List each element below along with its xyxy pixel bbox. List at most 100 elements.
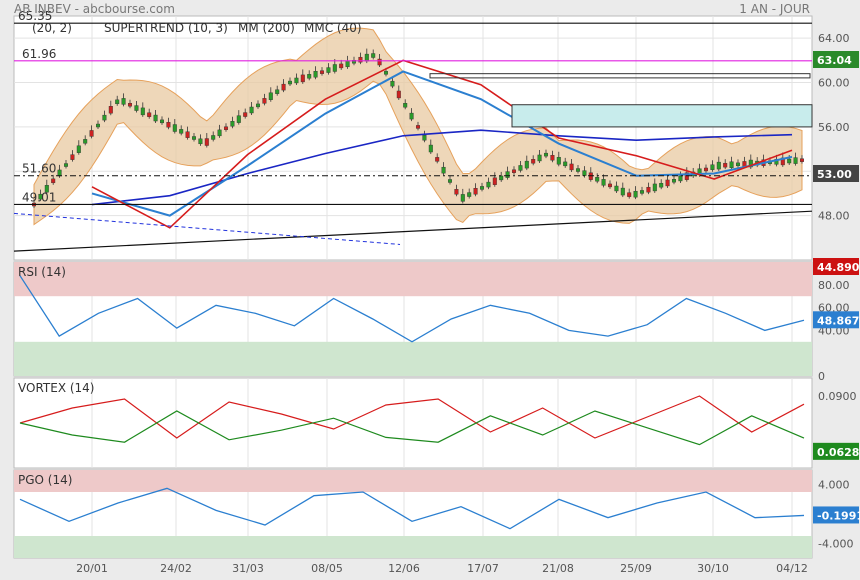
candle-body — [172, 124, 177, 132]
candle-body — [505, 171, 510, 178]
candle-body — [704, 167, 709, 172]
candle-body — [108, 106, 113, 114]
candle-body — [44, 185, 49, 193]
candle-body — [633, 190, 638, 198]
candle-body — [652, 183, 657, 192]
price-axis-tick: 60.00 — [818, 77, 850, 90]
candle-body — [185, 131, 190, 138]
candle-body — [153, 114, 158, 122]
candle-body — [672, 178, 677, 183]
candle-body — [140, 107, 145, 116]
candle-body — [217, 129, 222, 137]
candle-body — [159, 119, 164, 124]
x-tick-label: 17/07 — [467, 562, 499, 575]
candle-body — [134, 105, 139, 111]
candle-body — [179, 129, 184, 134]
supertrend-badge: 44.890 — [817, 261, 860, 274]
x-tick-label: 08/05 — [311, 562, 343, 575]
candle-body — [166, 121, 171, 128]
price-level-label: 51.60 — [22, 162, 56, 176]
x-tick-label: 30/10 — [697, 562, 729, 575]
candle-body — [582, 170, 587, 176]
candle-body — [569, 163, 574, 171]
candle-body — [204, 138, 209, 146]
candle-body — [742, 161, 747, 167]
candle-body — [422, 135, 427, 141]
candle-body — [800, 158, 805, 162]
price-top-badge: 63.04 — [817, 54, 852, 67]
candle-body — [281, 83, 286, 91]
price-level-label: 49.01 — [22, 190, 56, 204]
pgo-line — [19, 487, 805, 530]
candle-body — [409, 112, 414, 120]
candle-body — [716, 161, 721, 170]
resistance-line-box — [429, 73, 811, 79]
candle-body — [345, 60, 350, 68]
candle-body — [659, 182, 664, 188]
candle-body — [499, 175, 504, 181]
candle-body — [563, 161, 568, 167]
candle-body — [288, 80, 293, 85]
candle-body — [512, 169, 517, 173]
candle-body — [191, 136, 196, 140]
candle-body — [595, 177, 600, 182]
vortex-axis-tick: 0.0900 — [818, 390, 857, 403]
candle-body — [480, 186, 485, 190]
candle-body — [473, 188, 478, 195]
vortex-badge: 0.0628 — [817, 446, 859, 459]
price-last-badge: 53.00 — [817, 168, 852, 181]
rsi-title: RSI (14) — [18, 265, 66, 279]
candle-body — [89, 130, 94, 137]
chart-header-left: AB INBEV - abcbourse.com — [14, 2, 175, 16]
candle-body — [121, 98, 126, 105]
rsi-badge: 48.867 — [817, 314, 859, 327]
candle-body — [262, 98, 267, 104]
candle-body — [63, 163, 68, 167]
rsi-axis-tick: 0 — [818, 370, 825, 383]
vortex-title: VORTEX (14) — [18, 381, 95, 395]
candle-body — [320, 70, 325, 74]
candle-body — [358, 56, 363, 63]
candle-body — [313, 71, 318, 78]
candle-body — [448, 179, 453, 183]
candle-body — [524, 160, 529, 169]
candle-body — [665, 179, 670, 187]
panel-vortex — [13, 377, 813, 469]
candle-body — [57, 169, 62, 177]
candle-body — [51, 178, 56, 184]
candle-body — [403, 103, 408, 108]
candle-body — [396, 90, 401, 99]
price-axis-tick: 48.00 — [818, 210, 850, 223]
candle-body — [83, 139, 88, 144]
candle-body — [339, 63, 344, 69]
legend-bollinger: (20, 2) — [32, 21, 72, 35]
candle-body — [556, 157, 561, 165]
candle-body — [787, 158, 792, 164]
candle-body — [601, 179, 606, 186]
vortex-minus-line — [19, 395, 805, 439]
candle-body — [550, 155, 555, 161]
candle-body — [729, 161, 734, 168]
candle-body — [256, 103, 261, 108]
candle-body — [275, 89, 280, 94]
pgo-upper-zone — [14, 470, 812, 492]
candle-body — [384, 71, 389, 75]
candle-body — [364, 53, 369, 62]
pgo-axis-tick: -4.000 — [818, 537, 853, 550]
candle-body — [230, 121, 235, 127]
candle-body — [198, 138, 203, 145]
resistance-box — [511, 104, 813, 128]
candle-body — [127, 103, 132, 107]
candle-body — [537, 154, 542, 162]
candle-body — [531, 159, 536, 164]
pgo-badge: -0.1991 — [817, 509, 860, 522]
candle-body — [710, 164, 715, 170]
trend-line-down — [13, 212, 401, 245]
supertrend-line — [91, 59, 793, 229]
candle-body — [627, 192, 632, 197]
candle-body — [76, 145, 81, 153]
candle-body — [723, 162, 728, 168]
candle-body — [371, 53, 376, 58]
candle-body — [115, 99, 120, 105]
